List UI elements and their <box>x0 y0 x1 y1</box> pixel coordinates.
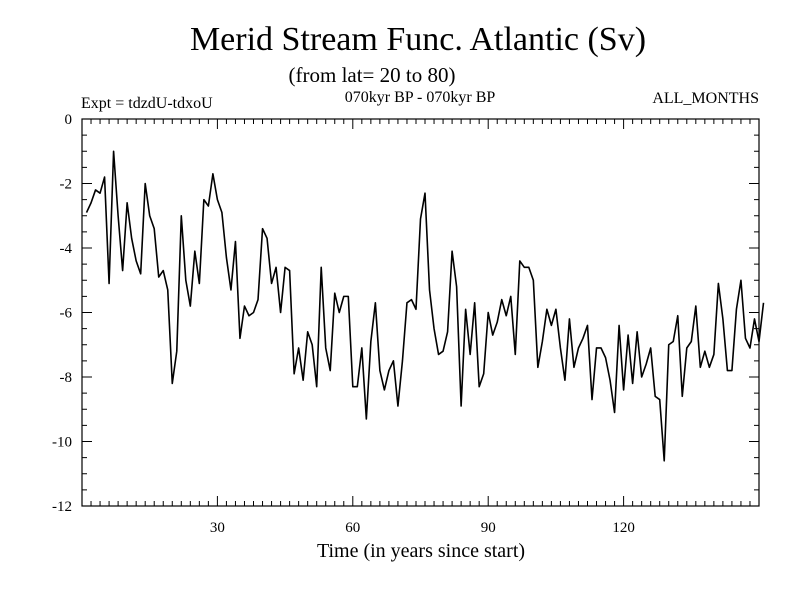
series-line <box>85 150 765 462</box>
y-tick-label: -10 <box>52 435 72 451</box>
axis-ticks <box>82 119 759 506</box>
x-tick-label: 60 <box>345 520 360 536</box>
chart-subtitle: (from lat= 20 to 80) <box>289 63 456 87</box>
y-tick-label: -8 <box>60 370 73 386</box>
x-axis-label: Time (in years since start) <box>317 540 525 562</box>
y-tick-label: -12 <box>52 499 72 515</box>
x-tick-label: 120 <box>612 520 635 536</box>
y-tick-label: -4 <box>60 241 73 257</box>
y-tick-label: 0 <box>65 112 73 128</box>
chart-title: Merid Stream Func. Atlantic (Sv) <box>190 21 646 58</box>
series-layer <box>85 150 765 462</box>
y-tick-label: -6 <box>60 306 73 322</box>
months-label: ALL_MONTHS <box>652 90 759 107</box>
period-label: 070kyr BP - 070kyr BP <box>345 89 496 106</box>
experiment-label: Expt = tdzdU-tdxoU <box>81 95 213 112</box>
x-tick-label: 90 <box>481 520 496 536</box>
y-tick-label: -2 <box>60 177 73 193</box>
axis-tick-labels: 30 60 90 120 0 -2 -4 -6 -8 -10 -12 <box>52 112 635 536</box>
x-tick-label: 30 <box>210 520 225 536</box>
plot-frame <box>81 118 760 507</box>
